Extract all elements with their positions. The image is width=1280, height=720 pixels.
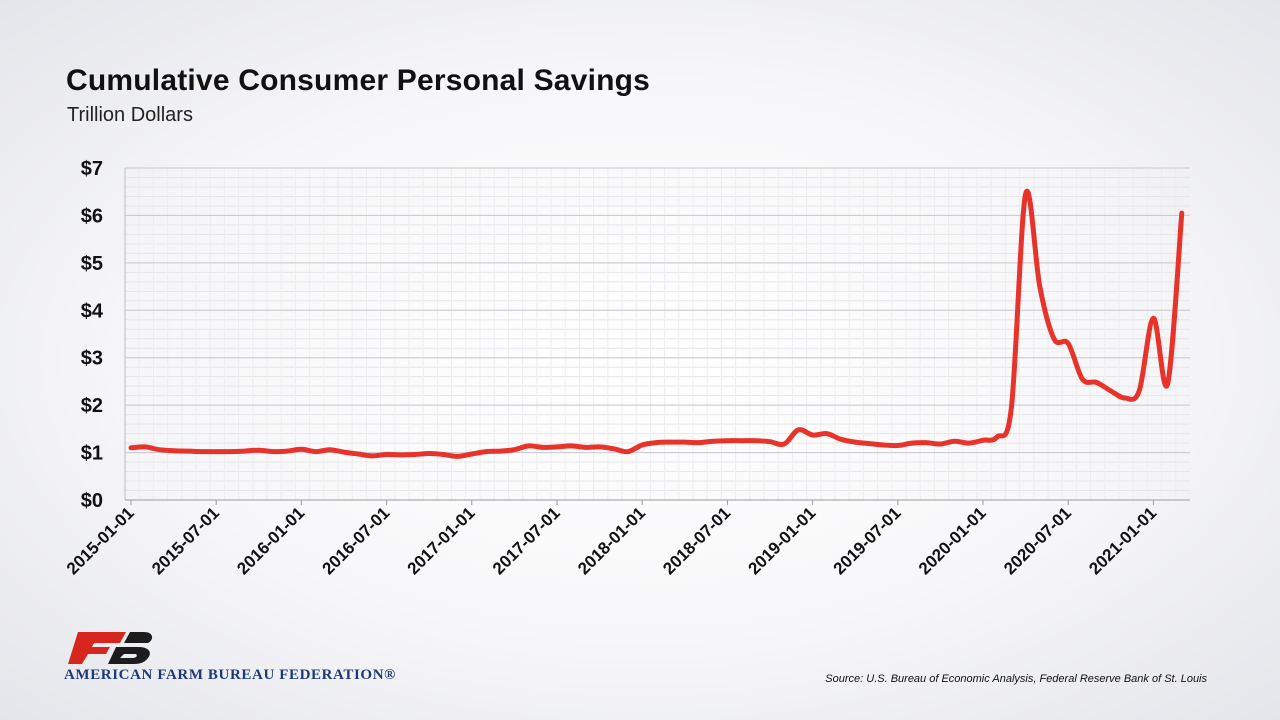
organization-name: AMERICAN FARM BUREAU FEDERATION®: [64, 667, 396, 683]
x-tick-label: 2020-01-01: [915, 503, 990, 578]
x-tick-label: 2020-07-01: [1000, 503, 1075, 578]
y-tick-label: $7: [81, 158, 103, 180]
x-tick-label: 2021-01-01: [1085, 503, 1160, 578]
x-tick-label: 2018-01-01: [574, 503, 649, 578]
x-axis-tick-labels: 2015-01-01 2015-07-01 2016-01-01 2016-07-01…: [63, 500, 1160, 578]
line-chart: $0$1$2$3$4$5$6$7 2015-01-01 2015-07-01 201…: [63, 158, 1190, 578]
x-tick-label: 2015-07-01: [148, 503, 223, 578]
x-tick-label: 2017-07-01: [489, 503, 564, 578]
series-group: [128, 188, 1185, 459]
y-tick-label: $5: [81, 253, 103, 275]
y-axis-tick-labels: $0 $1 $2 $3 $4 $5 $6 $7: [81, 158, 104, 512]
x-tick-label: 2016-01-01: [233, 503, 308, 578]
x-tick-label: 2015-01-01: [63, 503, 138, 578]
savings-series-line: [128, 188, 1185, 459]
y-tick-label: $6: [81, 205, 103, 227]
x-tick-label: 2016-07-01: [318, 503, 393, 578]
x-tick-label: 2018-07-01: [659, 503, 734, 578]
y-tick-label: $2: [81, 395, 103, 417]
chart-title: Cumulative Consumer Personal Savings: [66, 64, 651, 97]
source-note: Source: U.S. Bureau of Economic Analysis…: [825, 673, 1207, 685]
x-tick-label: 2017-01-01: [404, 503, 479, 578]
y-tick-label: $0: [81, 490, 103, 512]
afbf-logo-icon: [68, 632, 153, 664]
y-tick-label: $3: [81, 348, 103, 370]
axes: [124, 168, 1190, 501]
y-tick-label: $4: [81, 300, 104, 322]
x-tick-label: 2019-07-01: [830, 503, 905, 578]
chart-subtitle: Trillion Dollars: [67, 104, 193, 126]
y-tick-label: $1: [81, 443, 103, 465]
x-tick-label: 2019-01-01: [744, 503, 819, 578]
